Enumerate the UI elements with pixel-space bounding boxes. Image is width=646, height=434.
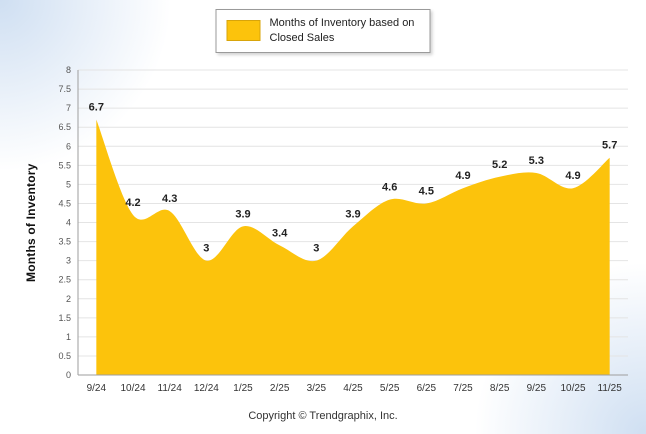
legend-label: Months of Inventory based on Closed Sale… — [269, 17, 415, 44]
x-tick-label: 8/25 — [490, 383, 510, 394]
x-tick-label: 1/25 — [233, 383, 253, 394]
value-label: 4.2 — [125, 197, 140, 209]
x-tick-label: 7/25 — [453, 383, 473, 394]
value-label: 4.6 — [382, 182, 397, 194]
y-tick-label: 6 — [66, 141, 71, 151]
y-tick-label: 0.5 — [58, 351, 71, 361]
x-tick-label: 4/25 — [343, 383, 363, 394]
copyright-text: Copyright © Trendgraphix, Inc. — [248, 410, 398, 422]
value-label: 3 — [313, 243, 319, 255]
y-tick-label: 6.5 — [58, 122, 71, 132]
y-tick-label: 8 — [66, 65, 71, 75]
x-tick-label: 10/25 — [560, 383, 585, 394]
y-tick-label: 2.5 — [58, 275, 71, 285]
y-tick-label: 5 — [66, 179, 71, 189]
area-series — [96, 119, 610, 375]
y-tick-label: 7 — [66, 103, 71, 113]
x-tick-label: 3/25 — [307, 383, 327, 394]
x-tick-label: 12/24 — [194, 383, 219, 394]
x-tick-label: 5/25 — [380, 383, 400, 394]
x-tick-label: 11/24 — [158, 383, 183, 394]
value-label: 3.9 — [235, 208, 250, 220]
y-tick-label: 3 — [66, 256, 71, 266]
y-tick-label: 4.5 — [58, 198, 71, 208]
y-tick-label: 4 — [66, 218, 71, 228]
x-tick-label: 10/24 — [120, 383, 145, 394]
x-tick-label: 11/25 — [598, 383, 623, 394]
legend-swatch-icon — [226, 20, 261, 42]
value-label: 3 — [203, 243, 209, 255]
value-label: 6.7 — [89, 102, 104, 114]
value-label: 3.9 — [345, 208, 360, 220]
y-tick-label: 5.5 — [58, 160, 71, 170]
value-label: 5.7 — [602, 140, 617, 152]
value-label: 5.3 — [529, 155, 544, 167]
y-tick-label: 3.5 — [58, 237, 71, 247]
chart-legend: Months of Inventory based on Closed Sale… — [215, 9, 431, 53]
y-tick-label: 1.5 — [58, 313, 71, 323]
value-label: 4.9 — [565, 170, 580, 182]
y-tick-label: 1 — [66, 332, 71, 342]
value-label: 4.5 — [419, 185, 434, 197]
y-tick-label: 2 — [66, 294, 71, 304]
y-tick-label: 0 — [66, 370, 71, 380]
value-label: 3.4 — [272, 227, 288, 239]
x-tick-label: 9/25 — [527, 383, 547, 394]
y-tick-label: 7.5 — [58, 84, 71, 94]
value-label: 4.9 — [455, 170, 470, 182]
value-label: 5.2 — [492, 159, 507, 171]
x-tick-label: 9/24 — [87, 383, 107, 394]
x-tick-label: 6/25 — [417, 383, 437, 394]
value-label: 4.3 — [162, 193, 177, 205]
x-tick-label: 2/25 — [270, 383, 290, 394]
